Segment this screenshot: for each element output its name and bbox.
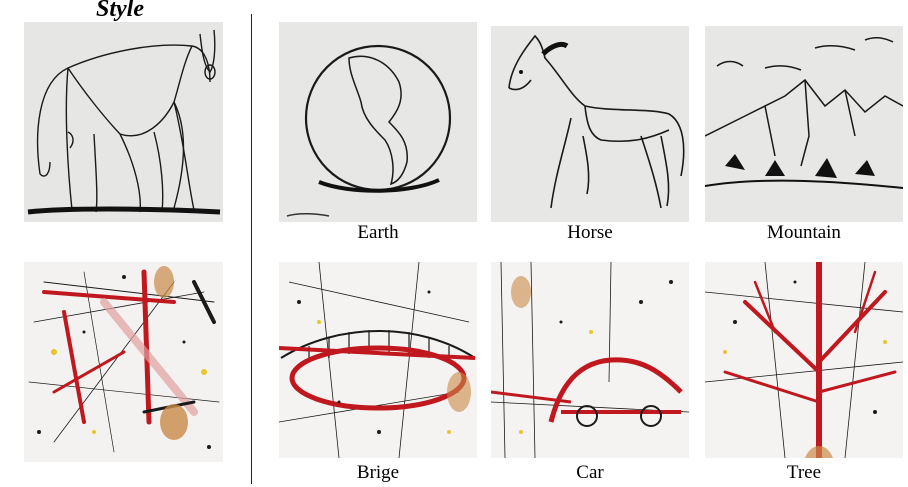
style-title: Style	[96, 0, 144, 22]
caption-earth: Earth	[357, 222, 399, 243]
caption-tree: Tree	[786, 462, 822, 483]
caption-horse: Horse	[567, 222, 613, 243]
style-line-drawing-image	[24, 22, 223, 222]
mountain-image	[705, 26, 903, 222]
horse-image	[491, 26, 689, 222]
style-drip-painting-image	[24, 262, 223, 462]
bridge-image	[279, 262, 477, 458]
earth-image	[279, 22, 477, 222]
tree-image	[705, 262, 903, 458]
car-image	[491, 262, 689, 458]
column-divider	[251, 14, 252, 484]
caption-mountain: Mountain	[767, 222, 841, 243]
caption-bridge: Brige	[356, 462, 400, 483]
caption-car: Car	[576, 462, 604, 483]
